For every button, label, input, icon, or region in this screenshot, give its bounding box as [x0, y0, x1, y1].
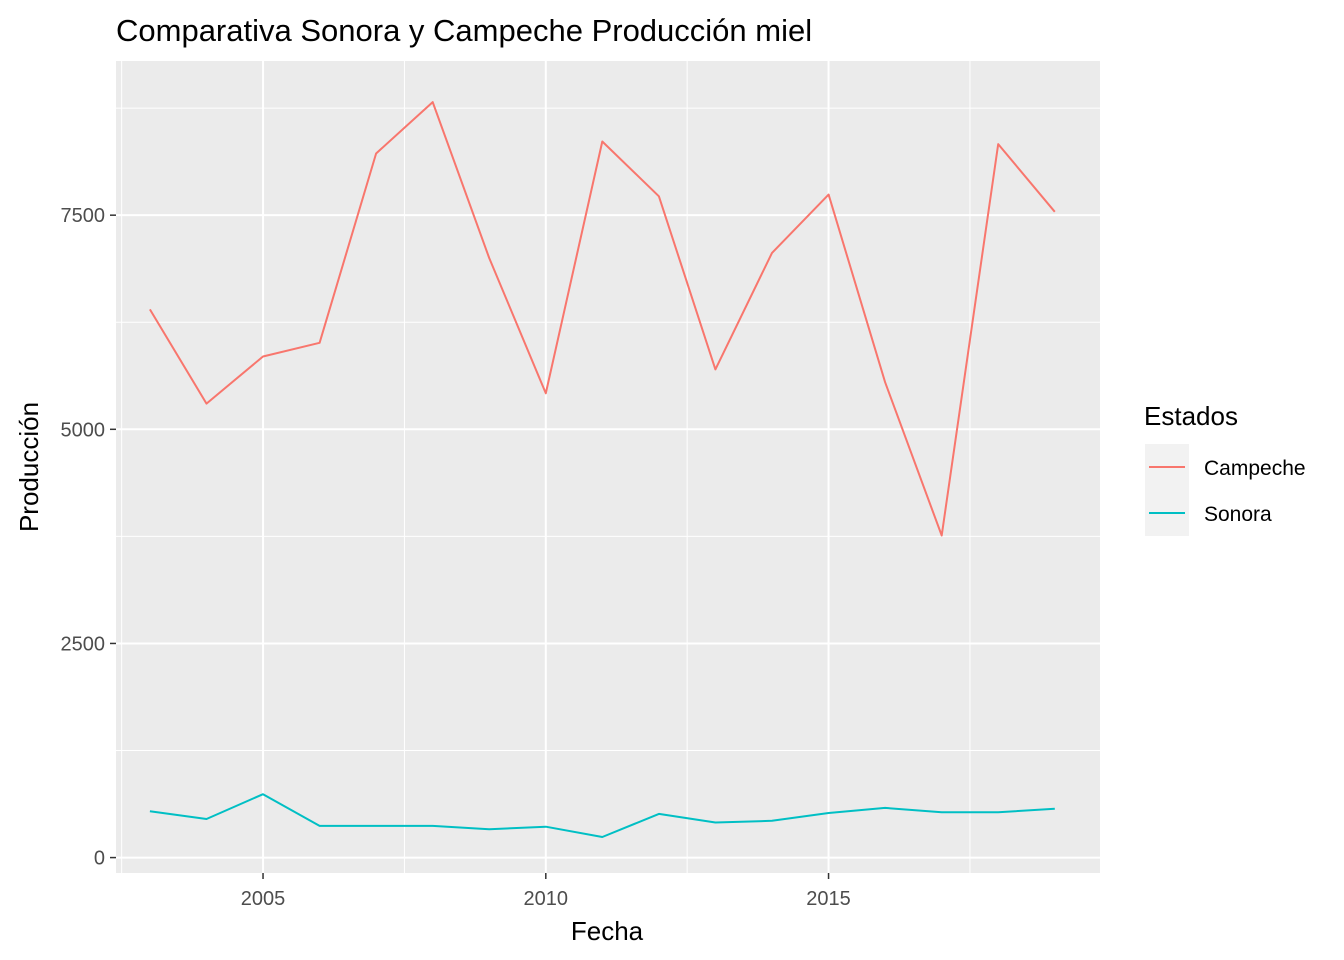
y-tick-label: 7500: [61, 205, 106, 227]
y-axis-title: Producción: [14, 402, 44, 532]
y-tick-label: 0: [94, 848, 105, 870]
chart-title: Comparativa Sonora y Campeche Producción…: [116, 13, 812, 48]
legend: Estados Campeche Sonora: [1144, 401, 1306, 536]
x-tick-label: 2015: [806, 888, 851, 910]
legend-label-campeche: Campeche: [1204, 457, 1306, 480]
x-axis-tick-labels: 2005 2010 2015: [241, 888, 851, 910]
legend-keys: Campeche Sonora: [1145, 444, 1306, 536]
legend-title: Estados: [1144, 401, 1238, 431]
x-axis-title: Fecha: [571, 916, 644, 946]
legend-label-sonora: Sonora: [1204, 503, 1272, 526]
minor-gridlines: [116, 61, 1100, 873]
x-tick-label: 2010: [524, 888, 569, 910]
plot-panel: [116, 61, 1100, 873]
y-axis-tick-labels: 0 2500 5000 7500: [61, 205, 106, 869]
axis-ticks: [110, 214, 830, 879]
x-tick-label: 2005: [241, 888, 286, 910]
y-tick-label: 2500: [61, 633, 106, 655]
series-line-campeche: [149, 101, 1056, 537]
series-lines: [149, 101, 1056, 838]
y-tick-label: 5000: [61, 419, 106, 441]
series-line-sonora: [149, 793, 1055, 838]
